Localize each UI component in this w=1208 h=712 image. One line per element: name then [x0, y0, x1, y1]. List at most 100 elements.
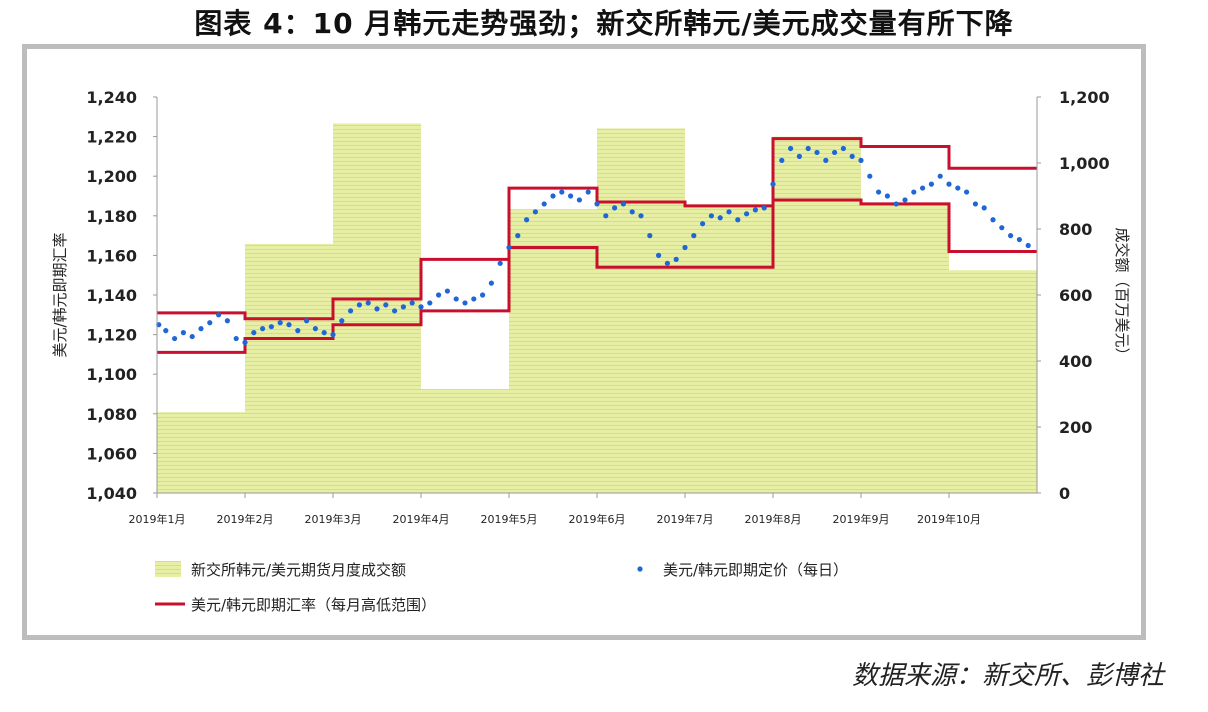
daily-fixing-point: [277, 320, 283, 326]
daily-fixing-point: [330, 332, 336, 338]
left-tick-label: 1,140: [86, 286, 137, 305]
x-tick-label: 2019年8月: [745, 512, 802, 526]
left-tick-label: 1,180: [86, 207, 137, 226]
monthly-low-line: [157, 198, 1037, 354]
daily-fixing-point: [242, 339, 248, 346]
right-tick-label: 1,000: [1059, 154, 1110, 173]
x-tick-label: 2019年2月: [217, 512, 274, 526]
daily-fixing-point: [858, 157, 864, 163]
daily-fixing-point: [497, 260, 503, 266]
daily-fixing-point: [717, 215, 723, 221]
daily-fixing-point: [673, 256, 679, 262]
page-title: 图表 4：10 月韩元走势强劲；新交所韩元/美元成交量有所下降: [194, 7, 1014, 40]
daily-fixing-point: [876, 189, 882, 195]
daily-fixing-point: [216, 312, 222, 318]
daily-fixing-point: [392, 308, 398, 314]
volume-bar-6: [597, 128, 685, 493]
right-tick-label: 1,200: [1059, 88, 1110, 107]
volume-bar-7: [685, 204, 773, 493]
daily-fixing-point: [365, 300, 371, 306]
daily-fixing-point: [488, 280, 494, 286]
daily-fixing-point: [304, 318, 310, 324]
left-tick-label: 1,060: [86, 444, 137, 463]
daily-fixing-point: [339, 318, 345, 324]
volume-bar-8: [773, 136, 861, 493]
daily-fixing-point: [814, 149, 820, 156]
daily-fixing-point: [356, 302, 362, 308]
daily-fixing-point: [937, 173, 943, 179]
daily-fixing-point: [198, 326, 204, 332]
daily-fixing-point: [620, 201, 627, 207]
daily-fixing-point: [647, 233, 653, 239]
daily-fixing-point: [348, 308, 354, 314]
daily-fixing-point: [251, 330, 257, 336]
daily-fixing-point: [1008, 233, 1014, 239]
daily-fixing-point: [902, 197, 908, 203]
daily-fixing-point: [189, 333, 195, 340]
daily-fixing-point: [207, 320, 213, 326]
daily-fixing-point: [752, 207, 759, 213]
daily-fixing-point: [796, 153, 803, 159]
daily-fixing-point: [436, 292, 442, 298]
daily-fixing-point: [400, 304, 406, 310]
source-note: 数据来源：新交所、彭博社: [851, 661, 1164, 691]
volume-bar-5: [509, 209, 597, 493]
daily-fixing-point: [700, 221, 706, 227]
daily-fixing-point: [664, 260, 671, 266]
daily-fixing-point: [832, 149, 838, 156]
daily-fixing-point: [884, 193, 891, 199]
right-tick-label: 0: [1059, 484, 1070, 503]
daily-fixing-point: [480, 292, 486, 298]
daily-fixing-point: [576, 197, 583, 203]
daily-fixing-point: [295, 328, 301, 334]
daily-fixing-point: [990, 217, 996, 223]
daily-fixing-point: [999, 225, 1005, 231]
daily-fixing-point: [638, 213, 644, 219]
daily-fixing-point: [312, 326, 318, 332]
daily-fixing-point: [471, 296, 477, 302]
right-tick-label: 400: [1059, 352, 1092, 371]
left-tick-label: 1,160: [86, 246, 137, 265]
daily-fixing-point: [603, 213, 609, 219]
legend-swatch-scatter: [637, 566, 643, 572]
daily-fixing-point: [524, 217, 530, 223]
x-tick-label: 2019年6月: [569, 512, 626, 526]
chart-canvas: 1,040 1,060 1,080 1,100 1,120 1,140 1,160 1,180…: [51, 88, 1131, 614]
daily-fixing-point: [268, 324, 274, 330]
daily-fixing-point: [224, 318, 230, 324]
volume-bar-2: [245, 243, 333, 493]
daily-fixing-point: [735, 217, 741, 223]
daily-fixing-point: [163, 328, 169, 334]
daily-fixing-point: [286, 322, 292, 328]
x-tick-label: 2019年9月: [833, 512, 890, 526]
daily-fixing-point: [849, 153, 855, 159]
left-tick-label: 1,040: [86, 484, 137, 503]
daily-fixing-point: [418, 304, 424, 310]
daily-fixing-point: [946, 181, 952, 187]
volume-bar-1: [157, 412, 245, 493]
daily-fixing-point: [585, 189, 591, 195]
daily-fixing-point: [788, 145, 794, 152]
daily-fixing-point: [708, 213, 715, 219]
daily-fixing-point: [928, 181, 935, 187]
daily-fixing-point: [920, 185, 926, 191]
daily-fixing-point: [559, 189, 565, 195]
daily-fixing-point: [383, 302, 389, 308]
daily-fixing-point: [691, 233, 697, 239]
daily-fixing-point: [444, 288, 450, 294]
daily-fixing-point: [682, 244, 688, 251]
daily-fixing-point: [515, 233, 521, 239]
left-tick-label: 1,100: [86, 365, 137, 384]
daily-fixing-point: [972, 201, 979, 207]
daily-fixing-point: [541, 201, 547, 207]
daily-fixing-point: [981, 205, 987, 211]
legend-label: 美元/韩元即期汇率（每月高低范围）: [191, 596, 436, 614]
left-tick-label: 1,220: [86, 128, 137, 147]
legend-swatch-area: [155, 561, 181, 577]
x-tick-label: 2019年5月: [481, 512, 538, 526]
daily-fixing-point: [656, 252, 662, 258]
monthly-high-line: [157, 137, 1037, 321]
right-tick-label: 200: [1059, 418, 1092, 437]
right-tick-label: 800: [1059, 220, 1092, 239]
daily-fixing-point: [427, 300, 433, 306]
